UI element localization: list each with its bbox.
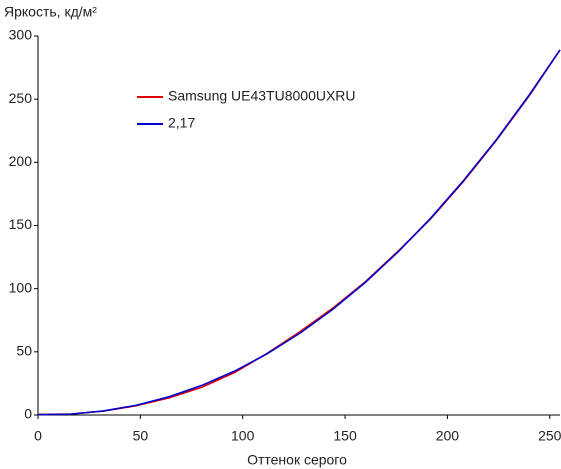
legend-label: Samsung UE43TU8000UXRU xyxy=(168,88,356,104)
x-tick-label: 150 xyxy=(333,428,357,444)
x-tick-label: 100 xyxy=(231,428,255,444)
x-tick-label: 50 xyxy=(133,428,149,444)
series-line xyxy=(37,49,561,416)
x-tick-label: 0 xyxy=(34,428,42,444)
x-tick-label: 250 xyxy=(538,428,561,444)
series-line xyxy=(37,49,561,416)
legend-label: 2,17 xyxy=(168,115,195,131)
y-tick-label: 0 xyxy=(24,406,32,422)
x-tick-label: 200 xyxy=(436,428,460,444)
y-tick-label: 100 xyxy=(9,279,33,295)
y-tick-label: 200 xyxy=(9,153,33,169)
y-tick-label: 50 xyxy=(16,343,32,359)
chart-title: Яркость, кд/м² xyxy=(4,4,97,20)
y-tick-label: 250 xyxy=(9,90,33,106)
x-axis-label: Оттенок серого xyxy=(247,452,347,468)
y-tick-label: 300 xyxy=(9,27,33,43)
y-tick-label: 150 xyxy=(9,216,33,232)
